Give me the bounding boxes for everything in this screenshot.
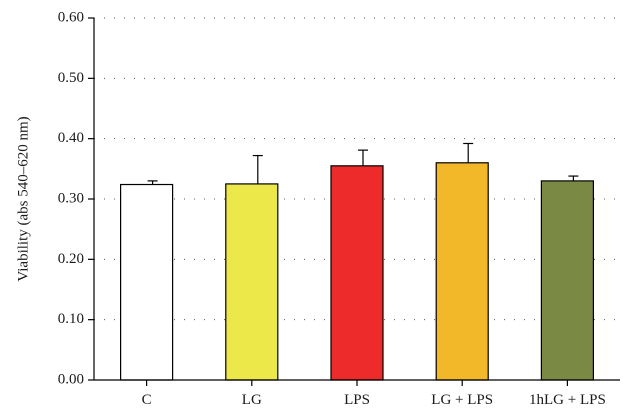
- y-axis-title: Viability (abs 540–620 nm): [15, 116, 31, 281]
- y-tick-label: 0.10: [58, 311, 84, 327]
- y-tick-label: 0.30: [58, 190, 84, 206]
- bar: [119, 183, 174, 381]
- x-tick-label: 1hLG + LPS: [529, 392, 606, 408]
- x-tick-label: LPS: [344, 392, 370, 408]
- x-tick-label: C: [142, 392, 152, 408]
- bar: [330, 165, 384, 381]
- y-tick-label: 0.20: [58, 251, 84, 267]
- y-tick-label: 0.50: [58, 70, 84, 86]
- x-ticks: C LG LPS LG + LPS 1hLG + LPS: [142, 380, 606, 408]
- bar: [435, 162, 489, 381]
- y-ticks: 0.00 0.10 0.20 0.30 0.40 0.50 0.60: [58, 9, 94, 387]
- error-bars: [147, 142, 579, 185]
- bar: [225, 183, 279, 381]
- bars: [119, 162, 595, 381]
- x-tick-label: LG: [242, 392, 262, 408]
- y-tick-label: 0.60: [58, 9, 84, 25]
- y-tick-label: 0.40: [58, 130, 84, 146]
- bar: [540, 180, 595, 381]
- x-tick-label: LG + LPS: [431, 392, 493, 408]
- y-tick-label: 0.00: [58, 371, 84, 387]
